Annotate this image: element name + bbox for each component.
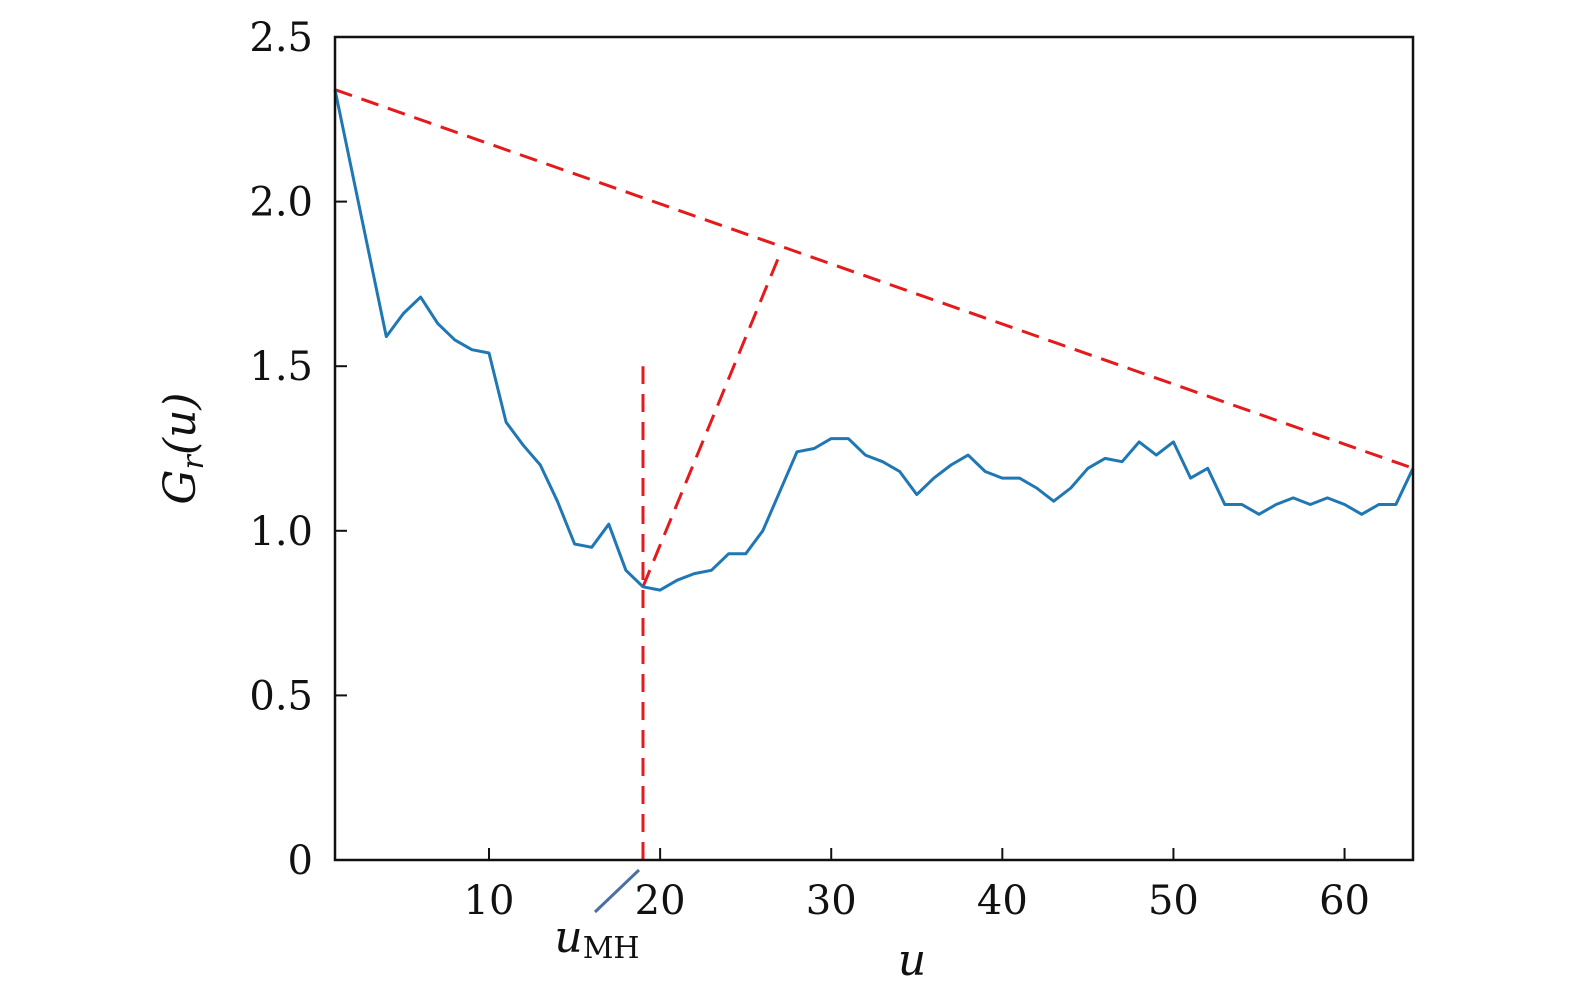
data-point <box>727 553 730 555</box>
data-point <box>1275 503 1277 506</box>
x-tick-label: 40 <box>977 878 1028 924</box>
data-point <box>1018 477 1021 479</box>
data-point <box>847 437 850 440</box>
data-point <box>1343 503 1346 506</box>
series-line-0 <box>333 89 1415 592</box>
data-point <box>453 339 456 341</box>
data-point <box>556 500 559 502</box>
data-point <box>898 470 901 473</box>
data-point <box>864 454 867 456</box>
data-point <box>1241 503 1243 506</box>
data-point <box>471 348 473 351</box>
data-point <box>522 444 525 447</box>
data-point <box>881 460 884 463</box>
x-axis: 10 20 30 40 50 60 <box>464 848 1370 924</box>
y-axis-label-sub: r <box>176 453 211 469</box>
data-point <box>1138 441 1141 443</box>
y-axis-label-arg: (u) <box>155 392 206 455</box>
y-axis-label: Gr(u) <box>155 392 211 504</box>
data-point <box>933 477 935 479</box>
data-point <box>1069 487 1072 489</box>
data-point <box>488 352 490 354</box>
data-point <box>436 322 439 325</box>
u-mh-marker-line <box>593 868 641 914</box>
data-point <box>573 543 576 545</box>
data-point <box>796 450 798 453</box>
data-point <box>1377 503 1380 506</box>
data-point <box>1258 513 1260 516</box>
normal-line <box>641 253 782 588</box>
x-tick-label: 50 <box>1148 878 1199 924</box>
x-tick-label: 20 <box>635 878 686 924</box>
plot-frame <box>333 35 1415 862</box>
chart-marks <box>333 88 1415 860</box>
x-tick-label: 60 <box>1319 878 1370 924</box>
data-point <box>539 464 542 466</box>
data-point <box>1172 441 1175 443</box>
data-point <box>1292 497 1295 499</box>
data-point <box>761 530 764 532</box>
data-point <box>676 579 679 581</box>
data-point <box>642 585 644 588</box>
data-point <box>1309 503 1312 506</box>
u-mh-label-main: u <box>554 912 582 963</box>
y-tick-label: 1.0 <box>249 509 313 555</box>
chord-line <box>334 88 1414 470</box>
data-point <box>659 589 661 591</box>
y-tick-label: 2.0 <box>249 180 313 226</box>
data-point <box>607 523 610 526</box>
data-point <box>625 569 627 572</box>
y-tick-label: 1.5 <box>249 344 313 390</box>
data-point <box>590 546 593 549</box>
data-point <box>1104 457 1106 460</box>
y-tick-label: 0.5 <box>249 673 313 719</box>
data-point <box>1121 460 1123 463</box>
data-point <box>1189 477 1192 479</box>
data-point <box>967 454 969 456</box>
data-point <box>1206 467 1209 470</box>
u-mh-label-sub: MH <box>583 931 640 966</box>
data-point <box>693 572 696 575</box>
y-tick-label: 2.5 <box>249 15 313 61</box>
data-point <box>419 296 422 298</box>
data-point <box>505 421 507 423</box>
data-point <box>1395 503 1397 506</box>
data-point <box>984 470 987 473</box>
data-point <box>915 493 918 496</box>
data-point <box>385 335 388 338</box>
data-point <box>402 312 405 315</box>
data-point <box>950 464 952 466</box>
y-axis: 0 0.5 1.0 1.5 2.0 2.5 <box>249 15 347 884</box>
data-point <box>1001 477 1004 479</box>
data-point <box>830 437 833 440</box>
data-point <box>744 553 747 555</box>
x-tick-label: 10 <box>464 878 515 924</box>
data-point <box>710 569 713 572</box>
x-tick-label: 30 <box>806 878 857 924</box>
data-point <box>1087 467 1089 470</box>
y-axis-label-main: G <box>155 469 206 504</box>
data-point <box>1035 487 1038 489</box>
y-tick-label: 0 <box>288 838 313 884</box>
data-point <box>1155 454 1158 456</box>
data-point <box>1360 513 1363 516</box>
x-axis-label: u <box>898 935 926 986</box>
data-point <box>1326 497 1329 499</box>
data-point <box>1223 503 1226 506</box>
data-point <box>813 447 815 450</box>
u-mh-label: uMH <box>554 912 639 966</box>
data-point <box>1052 500 1055 502</box>
data-point <box>779 490 781 493</box>
